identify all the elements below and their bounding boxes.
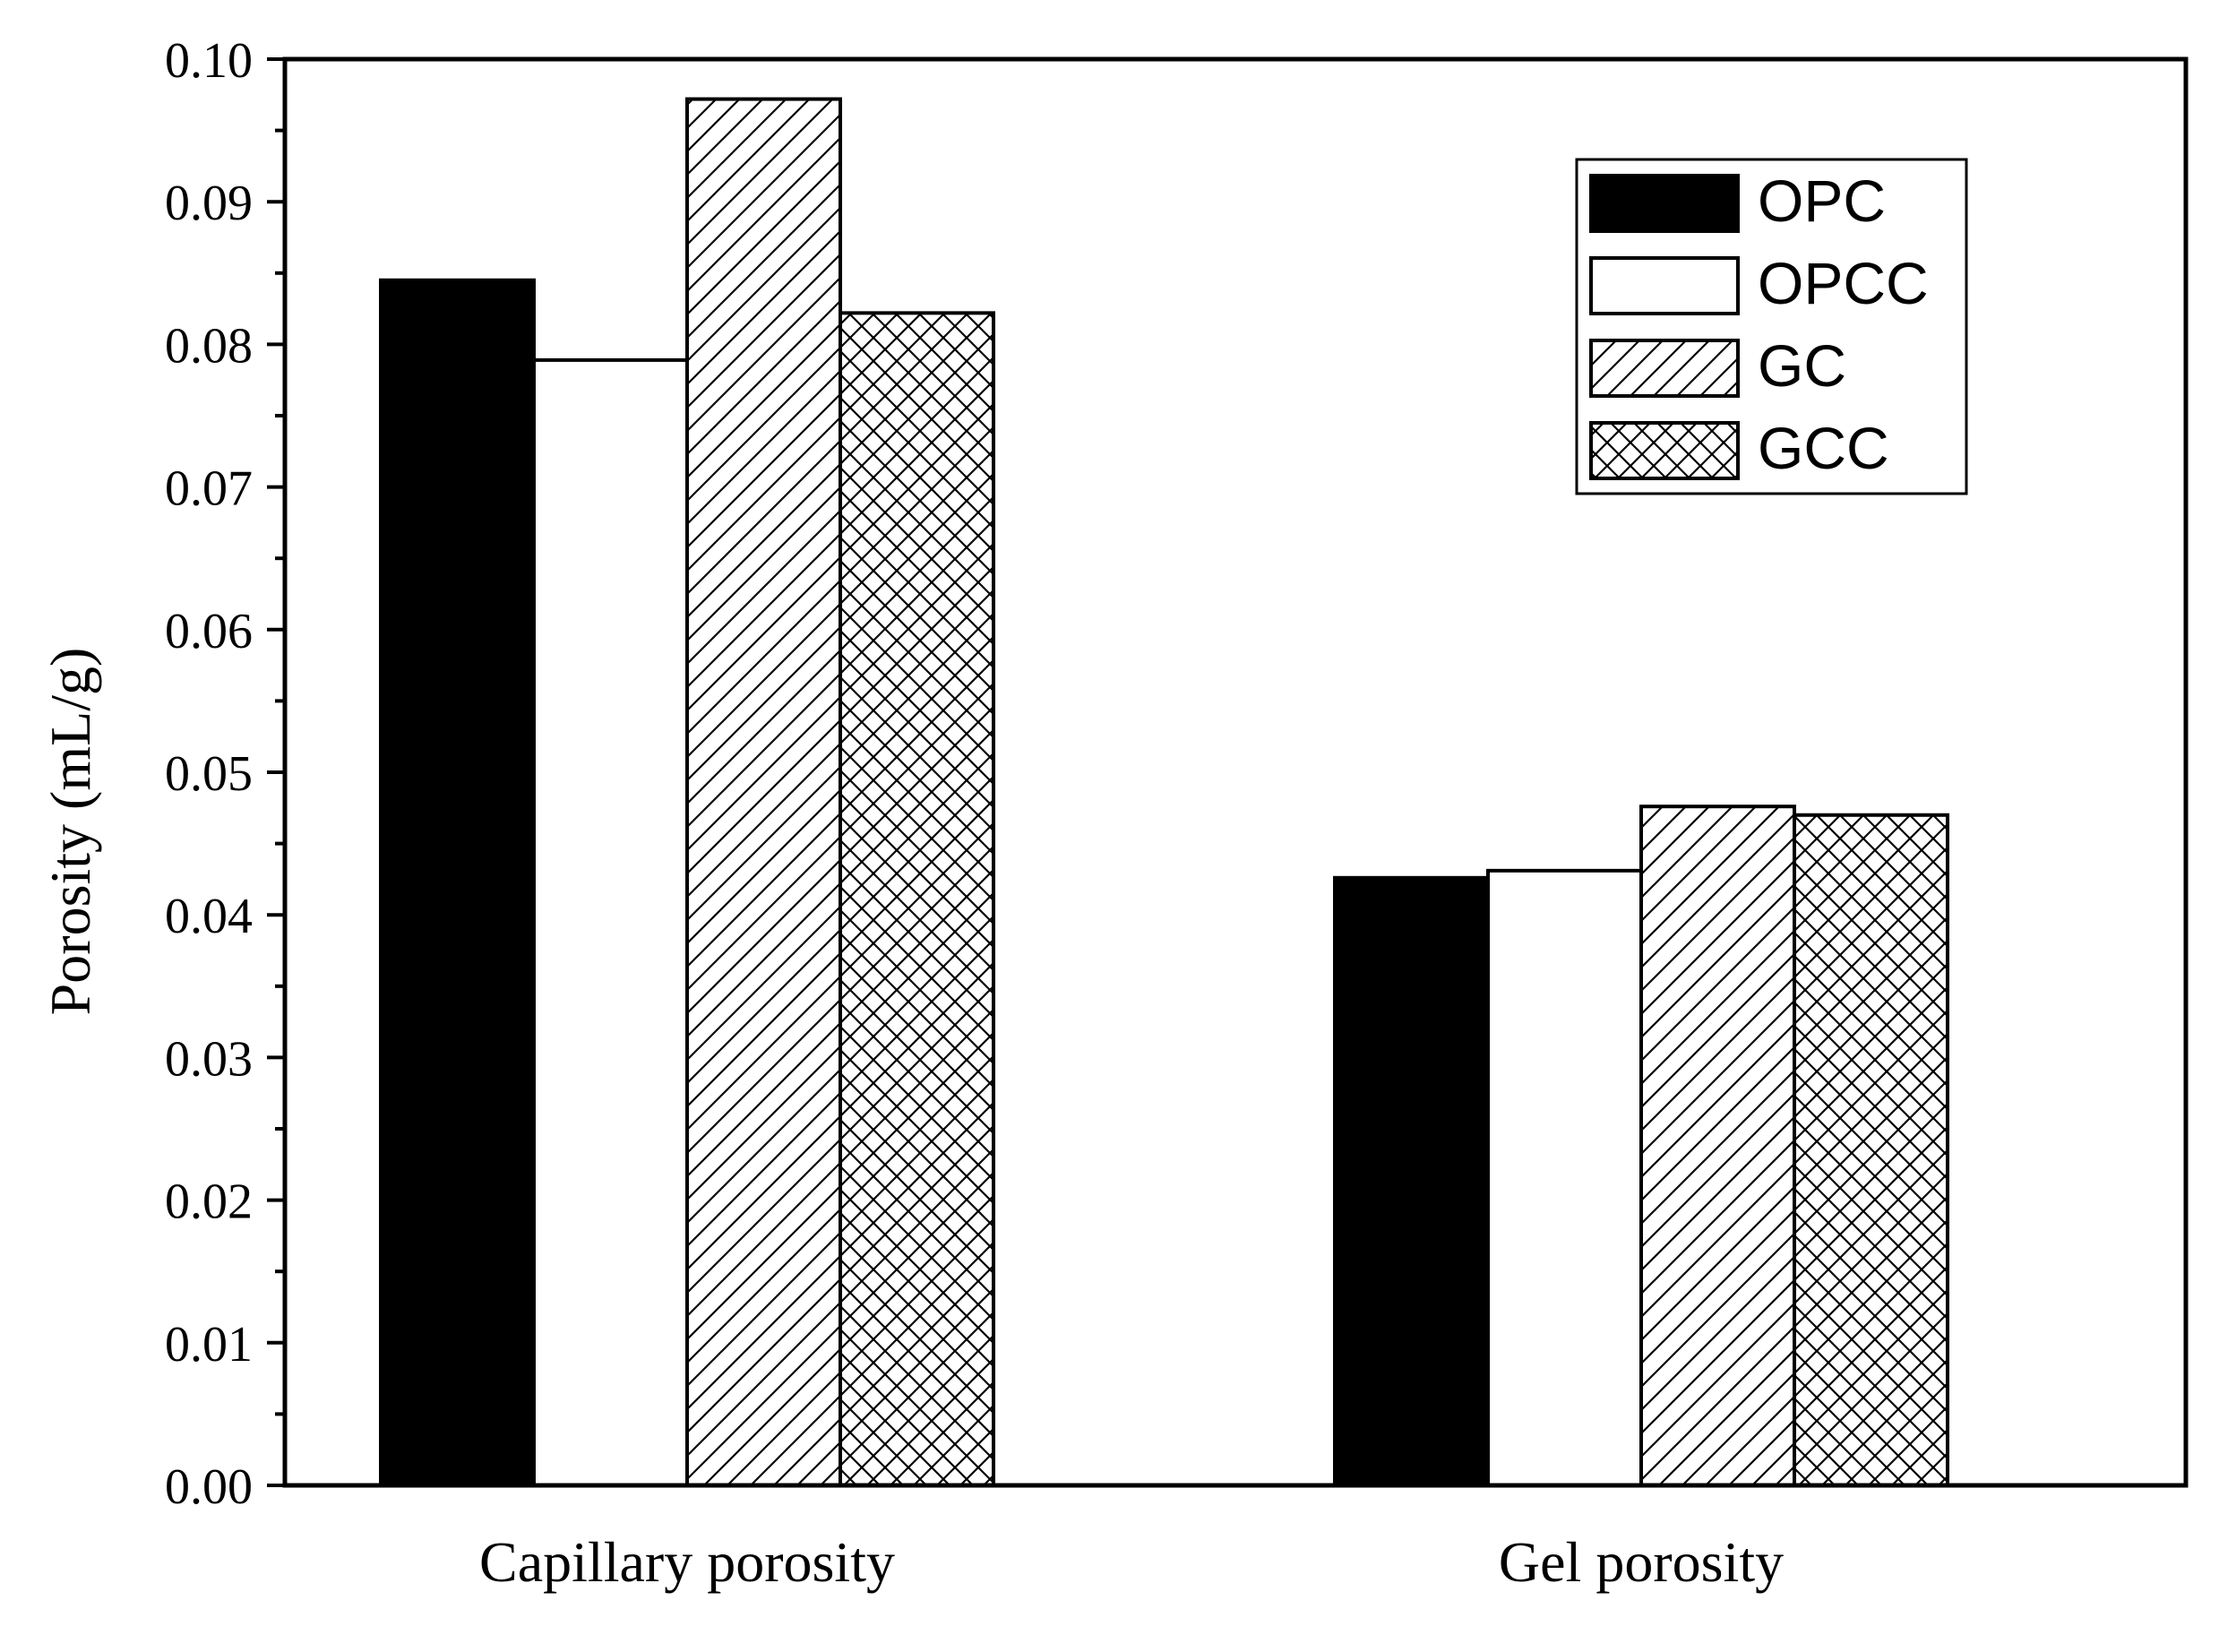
y-axis-label: Porosity (mL/g) (39, 648, 102, 1016)
bar-gcc-capillary-porosity (839, 311, 995, 1488)
bar-opc-capillary-porosity (379, 278, 536, 1487)
legend-swatch-opc (1589, 174, 1740, 233)
bar-opcc-gel-porosity (1486, 868, 1643, 1487)
y-tick-label: 0.08 (165, 318, 253, 374)
legend-swatch-opcc (1589, 256, 1740, 315)
y-tick-label: 0.10 (165, 33, 253, 89)
y-axis: 0.00 0.01 0.02 0.03 0.04 0.05 0.06 0.07 0.08 0.09… (165, 33, 285, 1515)
x-category-label: Capillary porosity (479, 1530, 895, 1594)
bar-gc-gel-porosity (1639, 804, 1796, 1487)
y-tick-label: 0.06 (165, 604, 253, 659)
legend-swatch-gcc (1589, 421, 1740, 480)
bar-gcc-gel-porosity (1793, 813, 1949, 1487)
legend-label-opc: OPC (1758, 168, 1886, 234)
y-tick-label: 0.04 (165, 889, 253, 944)
legend-label-gc: GC (1758, 332, 1846, 399)
bar-gc-capillary-porosity (685, 97, 842, 1487)
legend-label-opcc: OPCC (1758, 250, 1929, 316)
legend-swatch-gc (1589, 339, 1740, 398)
y-tick-label: 0.01 (165, 1317, 253, 1372)
y-tick-label: 0.09 (165, 176, 253, 231)
x-category-label: Gel porosity (1499, 1530, 1784, 1594)
legend-label-gcc: GCC (1758, 415, 1889, 481)
x-axis-labels: Capillary porosity Gel porosity (479, 1530, 1784, 1594)
y-tick-label: 0.03 (165, 1031, 253, 1087)
y-tick-label: 0.02 (165, 1174, 253, 1230)
bars-layer (379, 97, 1949, 1488)
bar-opcc-capillary-porosity (532, 357, 689, 1487)
y-tick-label: 0.05 (165, 746, 253, 802)
legend: OPC OPCC GC GCC (1575, 158, 1968, 495)
y-tick-label: 0.07 (165, 461, 253, 517)
y-tick-label: 0.00 (165, 1459, 253, 1515)
bar-opc-gel-porosity (1333, 875, 1490, 1487)
